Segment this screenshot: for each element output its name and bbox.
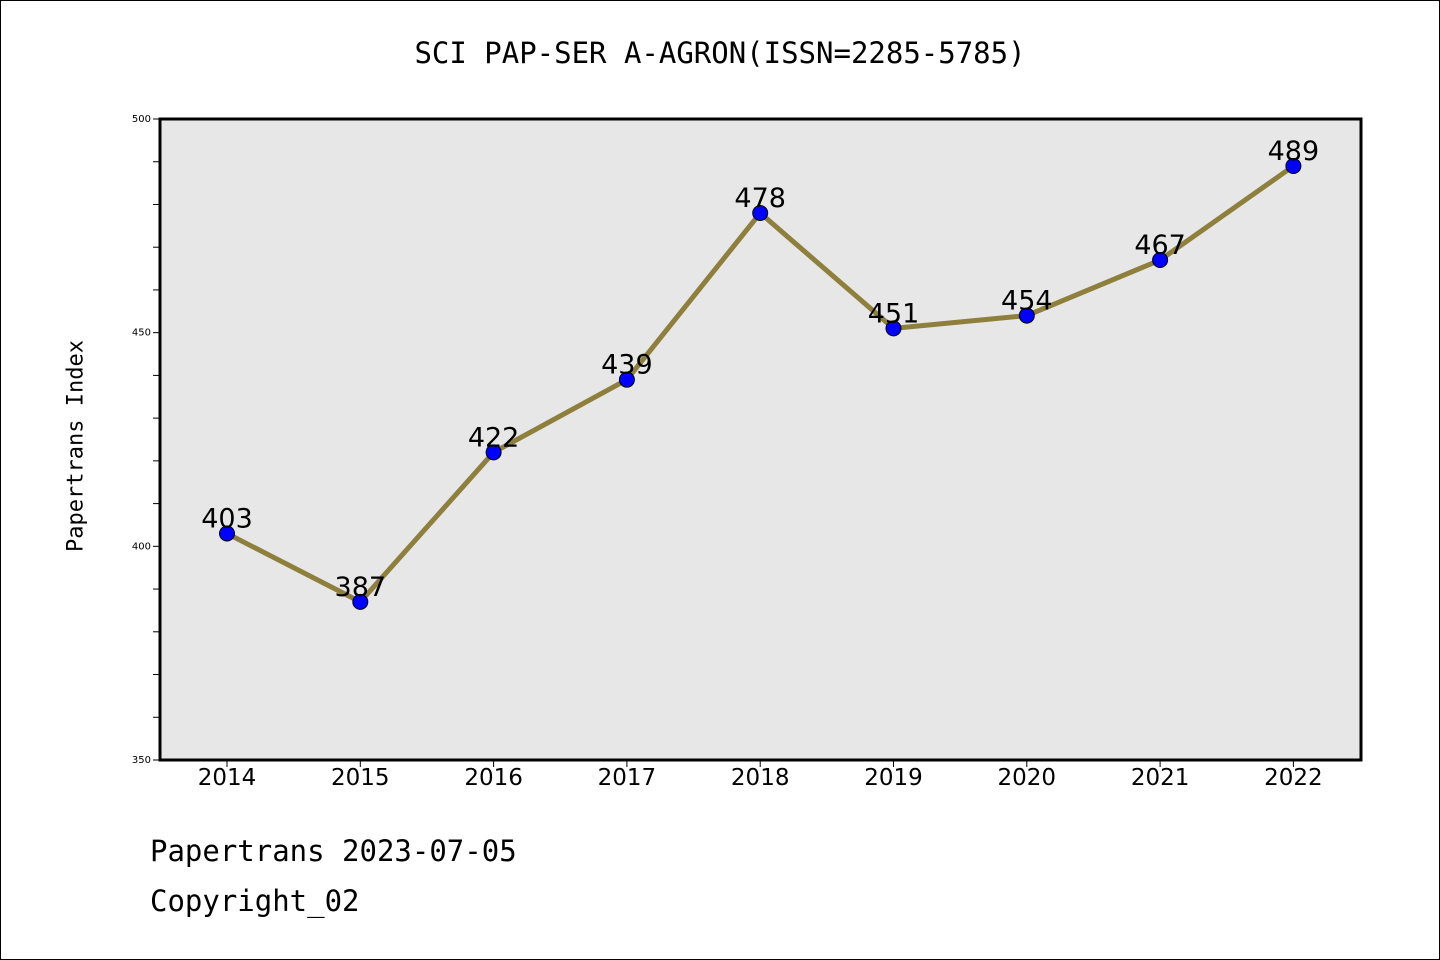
- y-axis-ticks: 350 400 450 500: [132, 114, 160, 766]
- data-label: 422: [468, 422, 520, 453]
- y-tick-label: 450: [132, 328, 151, 339]
- x-tick-label: 2014: [198, 765, 257, 791]
- x-tick-label: 2015: [331, 765, 390, 791]
- data-point: [1152, 252, 1169, 269]
- footer-copyright: Copyright_02: [150, 884, 360, 918]
- chart-title: SCI PAP-SER A-AGRON(ISSN=2285-5785): [414, 36, 1026, 70]
- data-label: 387: [335, 572, 387, 603]
- plot-area: [158, 117, 1363, 762]
- x-tick-label: 2018: [731, 765, 790, 791]
- data-point: [885, 320, 902, 337]
- x-tick-label: 2020: [998, 765, 1057, 791]
- data-label: 478: [734, 183, 786, 214]
- data-label: 467: [1134, 230, 1186, 261]
- data-point: [1285, 158, 1302, 175]
- y-tick-label: 400: [132, 541, 151, 552]
- x-tick-label: 2017: [598, 765, 657, 791]
- data-point: [352, 593, 369, 610]
- data-point: [485, 444, 502, 461]
- data-point: [752, 205, 769, 222]
- data-point: [618, 371, 635, 388]
- x-axis-ticks: 2014 2015 2016 2017 2018 2019 2020 2021 2022: [198, 760, 1323, 791]
- x-tick-label: 2022: [1264, 765, 1323, 791]
- y-tick-label: 350: [132, 755, 151, 766]
- footer-date: Papertrans 2023-07-05: [150, 834, 517, 868]
- data-label: 403: [201, 504, 253, 535]
- data-label: 451: [868, 298, 920, 329]
- x-tick-label: 2021: [1131, 765, 1190, 791]
- data-label: 489: [1268, 136, 1320, 167]
- data-point: [1018, 307, 1035, 324]
- data-point: [219, 525, 235, 542]
- data-points: [219, 158, 1302, 610]
- data-label: 454: [1001, 286, 1053, 317]
- x-tick-label: 2019: [864, 765, 923, 791]
- data-labels: 403 387 422 439 478 451 454 467 489: [201, 136, 1319, 603]
- y-tick-label: 500: [132, 114, 151, 125]
- data-label: 439: [601, 350, 653, 381]
- x-tick-label: 2016: [464, 765, 523, 791]
